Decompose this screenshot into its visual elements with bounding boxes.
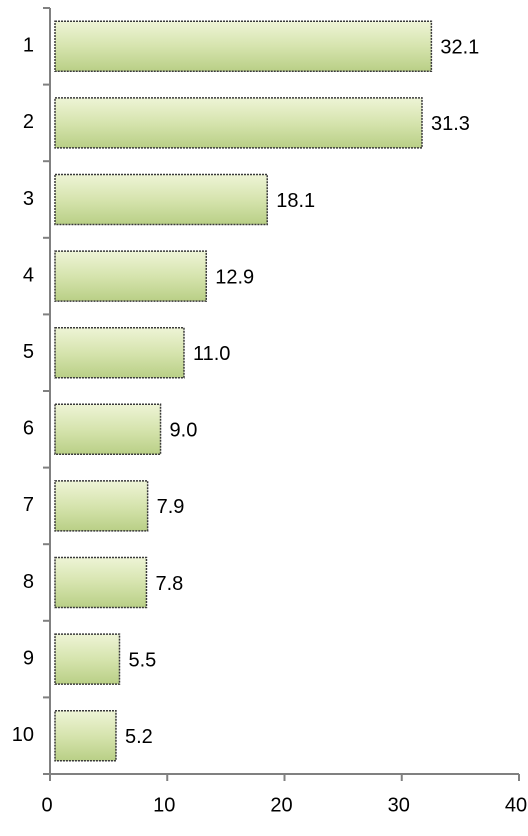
value-label: 32.1	[440, 37, 479, 59]
value-label: 7.9	[157, 496, 185, 518]
value-label: 11.0	[193, 343, 230, 365]
y-tick-label: 3	[23, 188, 34, 210]
value-label: 31.3	[431, 113, 470, 135]
bar	[54, 633, 121, 685]
x-tick-label: 10	[153, 794, 175, 816]
y-tick-label: 7	[23, 494, 34, 516]
bar	[54, 556, 148, 609]
x-tick-label: 20	[270, 794, 292, 816]
x-tick-label: 0	[41, 794, 52, 816]
y-tick-label: 9	[23, 647, 34, 669]
y-tick-label: 2	[23, 111, 34, 133]
y-tick-label: 8	[23, 571, 34, 593]
y-tick-label: 4	[23, 264, 34, 286]
y-tick-label: 6	[23, 418, 34, 440]
bar	[54, 97, 423, 149]
y-tick-label: 5	[23, 341, 34, 363]
value-label: 5.5	[128, 649, 156, 671]
bar	[54, 326, 185, 379]
bar	[54, 480, 149, 532]
x-tick-label: 30	[388, 794, 410, 816]
y-tick-label: 10	[12, 724, 34, 746]
value-label: 7.8	[155, 573, 183, 595]
bar	[54, 173, 268, 226]
bar	[54, 403, 162, 456]
bar	[54, 709, 117, 762]
bar	[54, 250, 208, 302]
value-label: 5.2	[125, 726, 153, 748]
bar	[54, 20, 433, 73]
x-tick-label: 40	[505, 794, 527, 816]
value-label: 9.0	[170, 420, 198, 442]
value-label: 12.9	[215, 266, 254, 288]
y-tick-label: 1	[23, 35, 34, 57]
value-label: 18.1	[276, 190, 315, 212]
